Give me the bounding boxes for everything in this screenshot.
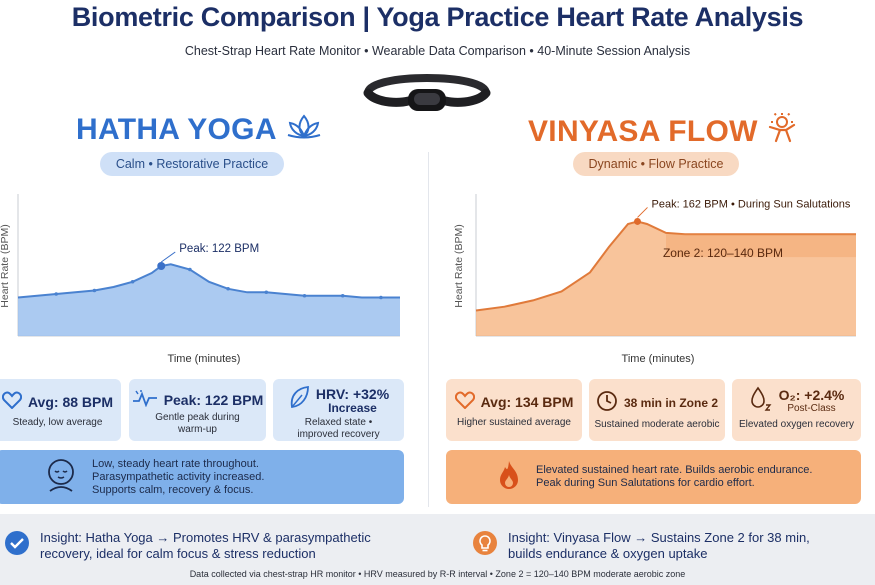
stat-value: 38 min in Zone 2 <box>623 395 719 410</box>
vinyasa-title-text: VINYASA FLOW <box>528 115 758 148</box>
peak-annotation: Peak: 122 BPM <box>179 243 259 255</box>
hatha-stat-hrv: HRV: +32% Increase Relaxed state • impro… <box>273 379 404 441</box>
lotus-icon <box>285 113 323 147</box>
stat-value: Avg: 88 BPM <box>27 393 114 410</box>
hatha-title: HATHA YOGA <box>76 113 323 147</box>
meditation-face-icon <box>44 457 78 498</box>
insight-line: builds endurance & oxygen uptake <box>508 546 708 561</box>
stat-caption: Elevated oxygen recovery <box>738 419 855 430</box>
peak-marker <box>634 217 641 225</box>
vinyasa-tag-pill: Dynamic • Flow Practice <box>573 152 739 176</box>
x-axis-label: Time (minutes) <box>622 353 695 365</box>
banner-line: Elevated sustained heart rate. Builds ae… <box>536 464 813 476</box>
check-circle-icon <box>4 530 30 560</box>
peak-leader <box>160 251 176 263</box>
stat-caption: Higher sustained average <box>457 417 571 428</box>
stat-value-suffix: Increase <box>328 400 377 415</box>
data-point <box>130 279 135 284</box>
hatha-tag-pill: Calm • Restorative Practice <box>100 152 284 176</box>
data-point <box>54 292 58 296</box>
zone-2-band <box>666 234 856 258</box>
peak-leader <box>637 207 648 218</box>
data-point <box>379 295 383 300</box>
hatha-stat-peak: Peak: 122 BPM Gentle peak during warm-up <box>129 379 266 441</box>
heart-icon <box>454 391 475 412</box>
data-point <box>340 293 345 298</box>
peak-annotation: Peak: 162 BPM • During Sun Salutations <box>652 198 851 210</box>
stat-value: Peak: 122 BPM <box>163 391 264 408</box>
series-area <box>18 264 400 336</box>
stat-value: O₂: +2.4% <box>778 386 845 403</box>
hatha-title-text: HATHA YOGA <box>76 113 277 146</box>
vinyasa-title: VINYASA FLOW <box>528 112 798 151</box>
vinyasa-heart-rate-chart: Heart Rate (BPM) Time (minutes) Peak: 16… <box>453 194 856 365</box>
stat-value-suffix: Post-Class <box>787 402 836 414</box>
column-divider <box>428 152 429 507</box>
stat-caption: Gentle peak during warm-up <box>155 412 240 435</box>
data-point <box>302 293 307 298</box>
stat-caption: Steady, low average <box>12 417 103 428</box>
lightbulb-icon <box>472 530 498 560</box>
y-axis-label: Heart Rate (BPM) <box>0 224 11 307</box>
vinyasa-summary-banner: Elevated sustained heart rate. Builds ae… <box>446 450 861 504</box>
series-line <box>17 263 400 299</box>
series-line <box>475 220 856 312</box>
banner-line: Low, steady heart rate throughout. <box>92 457 259 470</box>
oxygen-icon <box>749 385 773 416</box>
stat-value: Avg: 134 BPM <box>480 393 574 410</box>
zone-annotation: Zone 2: 120–140 BPM <box>663 246 783 260</box>
page-subtitle: Chest-Strap Heart Rate Monitor • Wearabl… <box>184 44 691 58</box>
footnote: Data collected via chest-strap HR monito… <box>189 569 686 579</box>
data-point <box>264 290 269 295</box>
clock-icon <box>596 390 618 415</box>
chest-strap-image <box>363 74 491 111</box>
flame-icon <box>496 459 522 496</box>
hatha-stat-avg: Avg: 88 BPM Steady, low average <box>0 379 121 441</box>
heart-icon <box>1 391 23 412</box>
data-point <box>188 267 192 272</box>
data-point <box>226 286 230 291</box>
banner-line: Peak during Sun Salutations for cardio e… <box>536 477 755 489</box>
series-area <box>476 221 856 336</box>
hatha-summary-banner: Low, steady heart rate throughout. Paras… <box>0 450 404 504</box>
vinyasa-stat-zone: 38 min in Zone 2 Sustained moderate aero… <box>589 379 725 441</box>
stat-caption: Relaxed state • improved recovery <box>297 417 380 440</box>
vinyasa-stat-avg: Avg: 134 BPM Higher sustained average <box>446 379 582 441</box>
stat-value: HRV: +32% <box>315 385 390 402</box>
vinyasa-stat-oxygen: O₂: +2.4% Post-Class Elevated oxygen rec… <box>732 379 861 441</box>
insight-bar <box>0 514 875 585</box>
pulse-spark-icon <box>132 389 158 410</box>
hatha-heart-rate-chart: Heart Rate (BPM) Time (minutes) Peak: 12… <box>0 194 400 365</box>
leaf-icon <box>288 385 310 416</box>
banner-line: Supports calm, recovery & focus. <box>92 483 254 496</box>
stat-caption: Sustained moderate aerobic <box>594 419 720 430</box>
sun-salutation-icon <box>766 112 798 151</box>
hatha-insight: Insight: Hatha Yoga → Promotes HRV & par… <box>4 530 424 562</box>
banner-line: Parasympathetic activity increased. <box>92 470 265 483</box>
data-point <box>92 288 97 293</box>
vinyasa-insight: Insight: Vinyasa Flow → Sustains Zone 2 … <box>472 530 872 562</box>
page-title: Biometric Comparison | Yoga Practice Hea… <box>71 2 804 32</box>
insight-line: recovery, ideal for calm focus & stress … <box>40 546 316 561</box>
insight-line: Insight: Vinyasa Flow → Sustains Zone 2 … <box>508 530 810 545</box>
y-axis-label: Heart Rate (BPM) <box>453 224 465 307</box>
x-axis-label: Time (minutes) <box>168 353 241 365</box>
insight-line: Insight: Hatha Yoga → Promotes HRV & par… <box>40 530 371 545</box>
peak-marker <box>157 262 166 270</box>
